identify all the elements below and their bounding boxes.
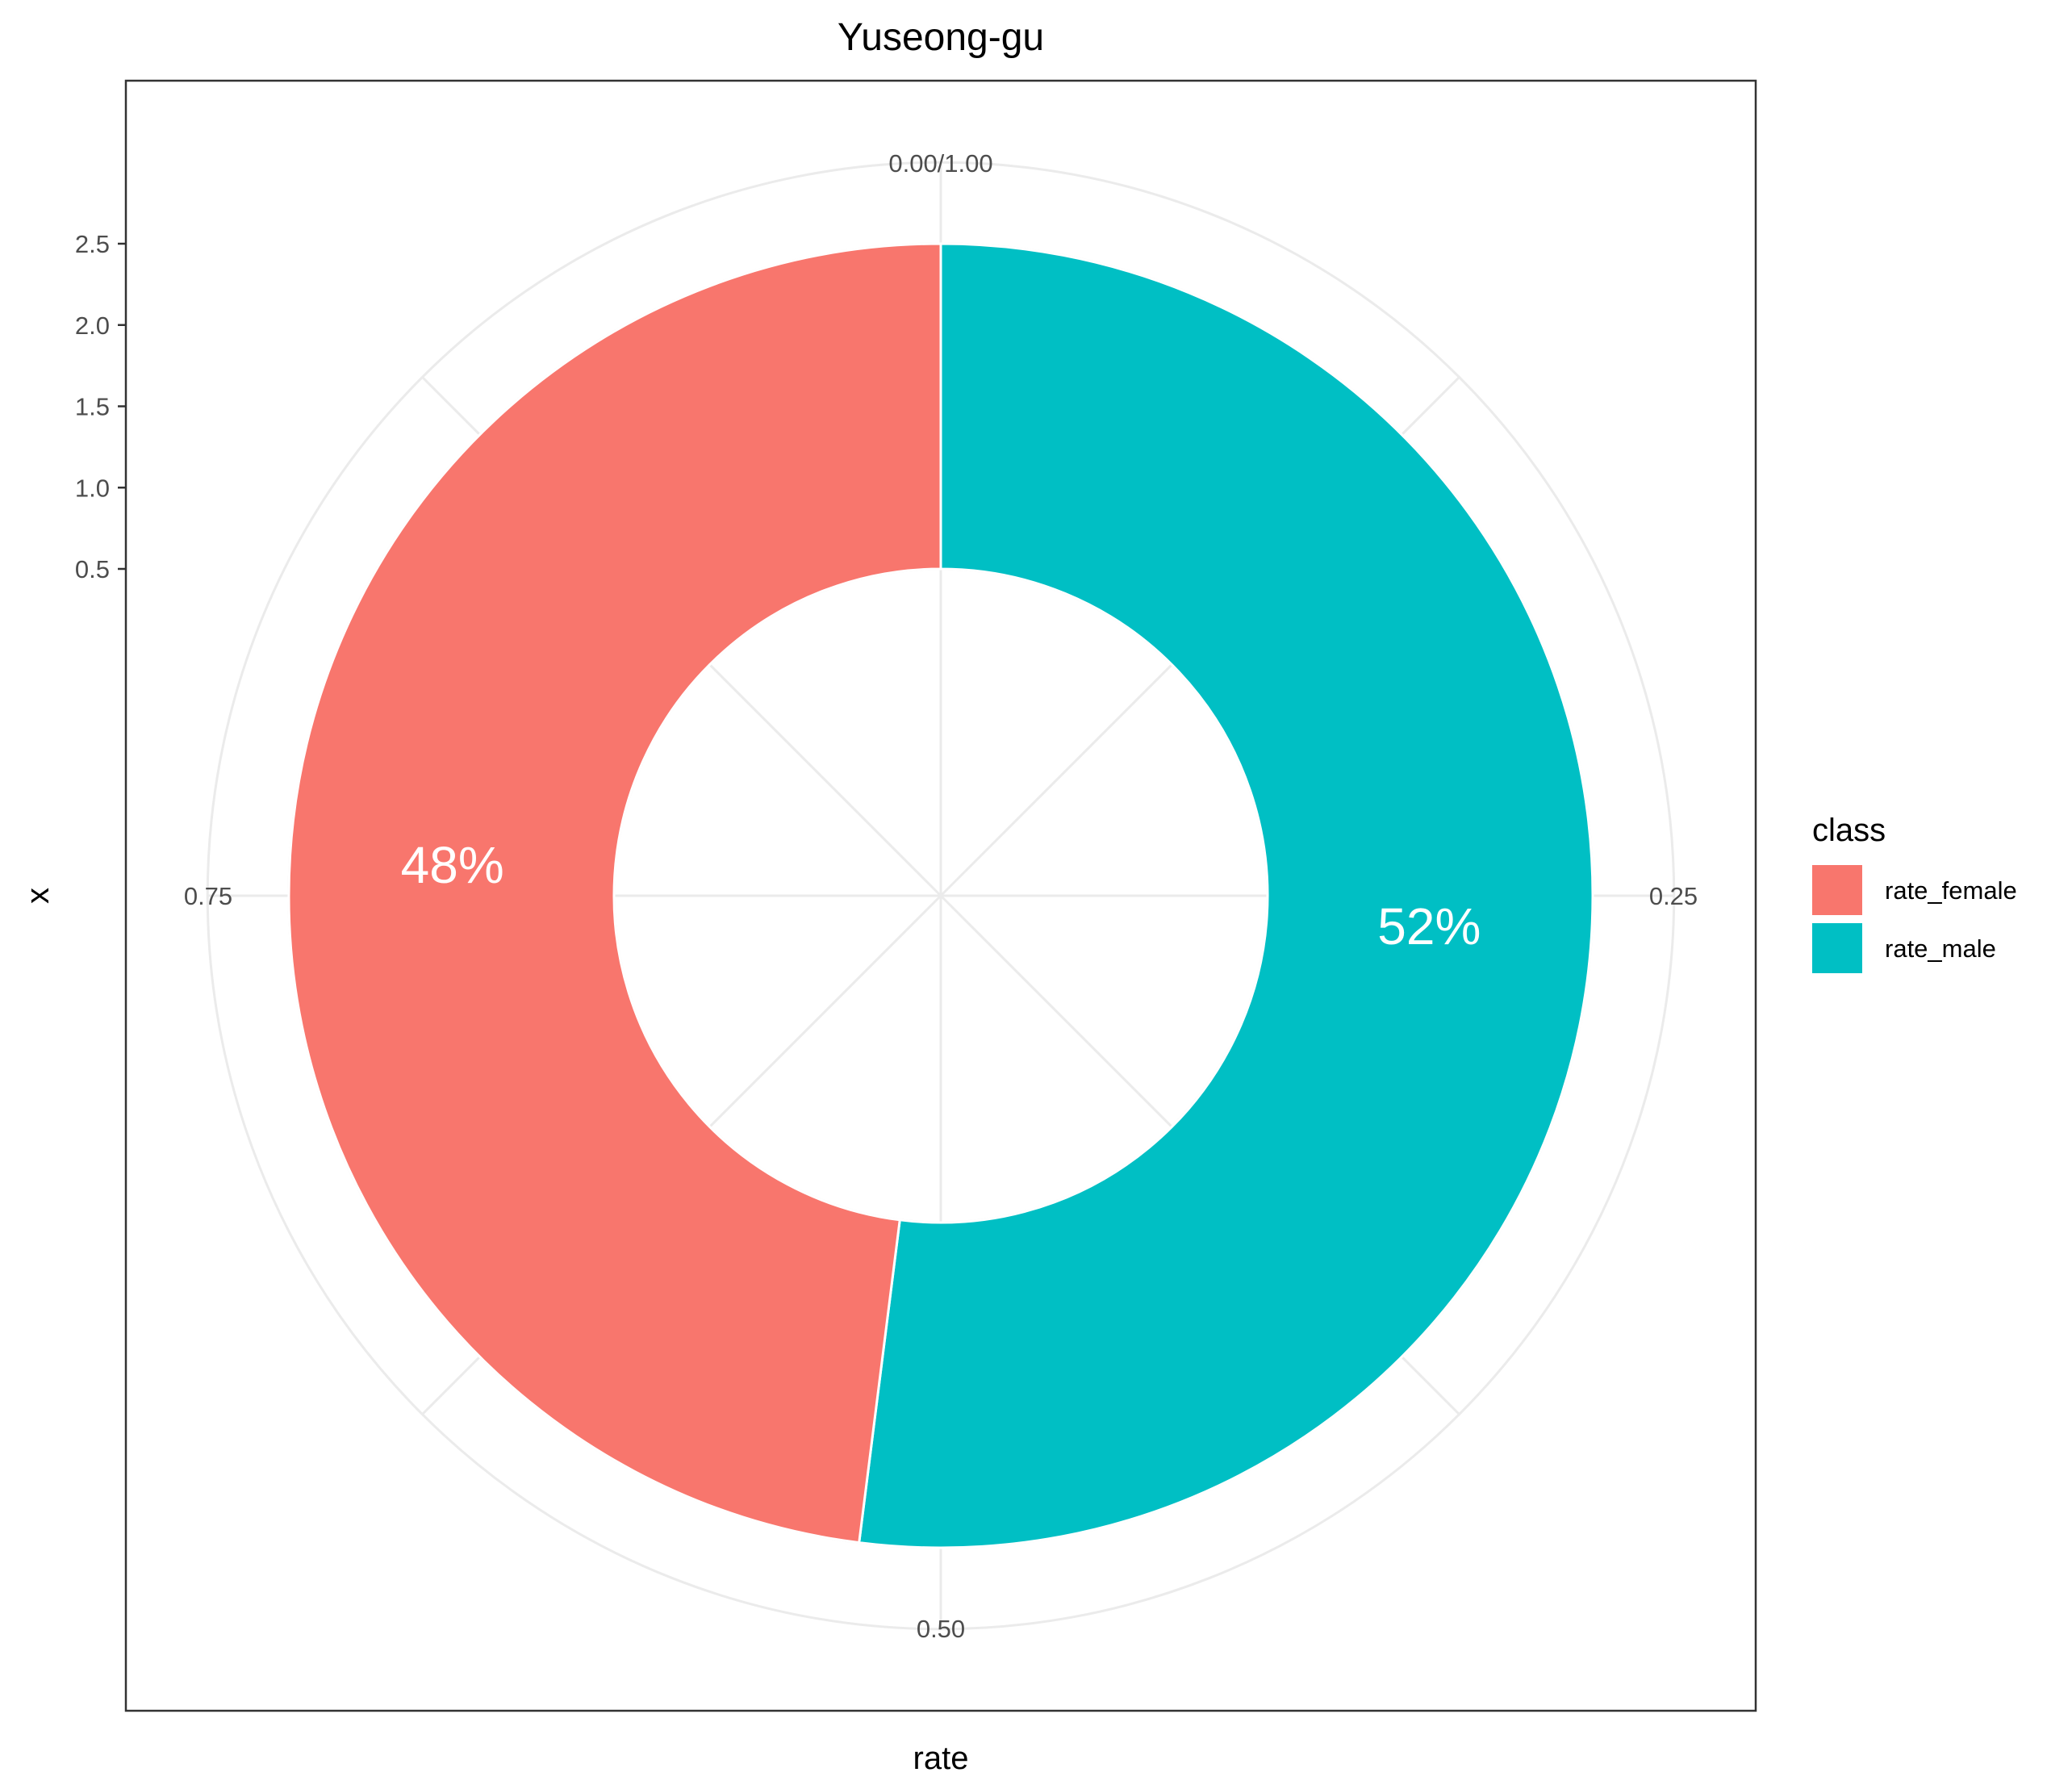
legend-title: class <box>1812 813 1886 848</box>
slice-rate_male <box>858 242 1594 1549</box>
x-tick-label-2: 1.5 <box>75 393 110 421</box>
legend-label-rate_female: rate_female <box>1885 876 2017 905</box>
x-tick-label-4: 2.5 <box>75 230 110 258</box>
x-axis-title: rate <box>913 1741 969 1776</box>
legend-label-rate_male: rate_male <box>1885 934 1996 963</box>
y-axis-title: x <box>20 888 56 904</box>
x-tick-label-1: 1.0 <box>75 474 110 502</box>
x-axis: 0.5 1.0 1.5 2.0 2.5 <box>75 230 126 583</box>
theta-tick-3: 0.75 <box>184 882 232 910</box>
theta-tick-0: 0.00/1.00 <box>888 149 992 178</box>
theta-tick-1: 0.25 <box>1649 882 1698 910</box>
slice-rate_female <box>287 242 942 1545</box>
theta-ticks: 0.00/1.00 0.25 0.50 0.75 <box>184 149 1698 1643</box>
x-tick-label-3: 2.0 <box>75 311 110 340</box>
legend: class rate_female rate_male <box>1812 813 2017 973</box>
slice-label-rate_male: 52% <box>1377 897 1481 955</box>
x-tick-label-0: 0.5 <box>75 555 110 583</box>
legend-key-rate_male <box>1812 923 1862 973</box>
chart-title: Yuseong-gu <box>838 16 1044 59</box>
slices <box>287 242 1594 1549</box>
slice-label-rate_female: 48% <box>401 836 504 894</box>
slice-labels: 52% 48% <box>401 836 1481 955</box>
plot-border <box>124 79 1757 1712</box>
legend-key-rate_female <box>1812 865 1862 915</box>
theta-tick-2: 0.50 <box>917 1615 965 1643</box>
